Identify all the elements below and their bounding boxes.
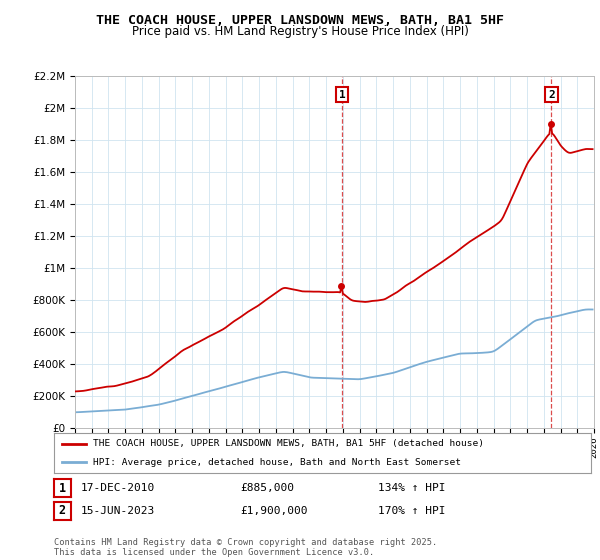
Text: HPI: Average price, detached house, Bath and North East Somerset: HPI: Average price, detached house, Bath… xyxy=(92,458,461,467)
Text: 134% ↑ HPI: 134% ↑ HPI xyxy=(378,483,445,493)
Text: 170% ↑ HPI: 170% ↑ HPI xyxy=(378,506,445,516)
Text: THE COACH HOUSE, UPPER LANSDOWN MEWS, BATH, BA1 5HF (detached house): THE COACH HOUSE, UPPER LANSDOWN MEWS, BA… xyxy=(92,439,484,448)
Text: THE COACH HOUSE, UPPER LANSDOWN MEWS, BATH, BA1 5HF: THE COACH HOUSE, UPPER LANSDOWN MEWS, BA… xyxy=(96,14,504,27)
Text: 1: 1 xyxy=(59,482,66,495)
Text: 15-JUN-2023: 15-JUN-2023 xyxy=(81,506,155,516)
Text: 2: 2 xyxy=(59,504,66,517)
Text: 17-DEC-2010: 17-DEC-2010 xyxy=(81,483,155,493)
Text: Contains HM Land Registry data © Crown copyright and database right 2025.
This d: Contains HM Land Registry data © Crown c… xyxy=(54,538,437,557)
Text: £885,000: £885,000 xyxy=(240,483,294,493)
Text: £1,900,000: £1,900,000 xyxy=(240,506,308,516)
Text: 2: 2 xyxy=(548,90,555,100)
Text: Price paid vs. HM Land Registry's House Price Index (HPI): Price paid vs. HM Land Registry's House … xyxy=(131,25,469,38)
Text: 1: 1 xyxy=(339,90,346,100)
